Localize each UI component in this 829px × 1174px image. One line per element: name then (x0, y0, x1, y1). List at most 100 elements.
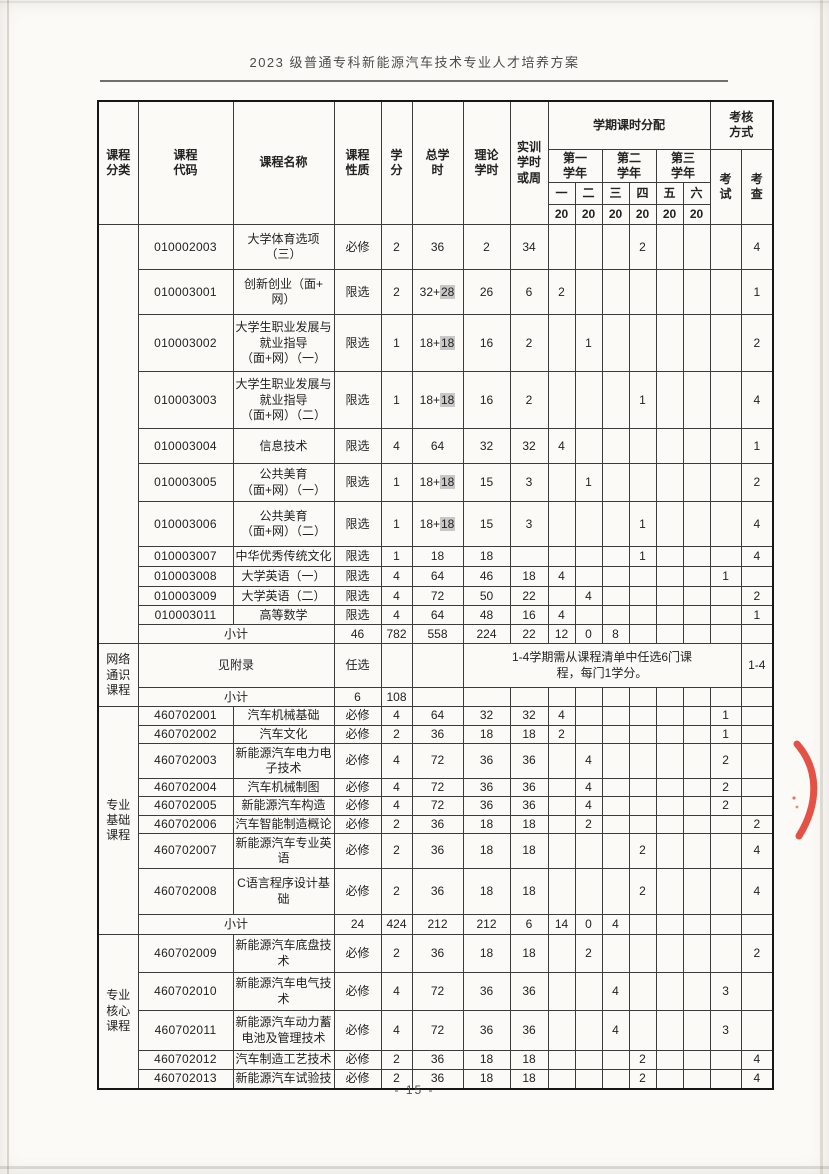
cell-semester-1: 4 (547, 428, 576, 465)
cell-course-nature: 限选 (333, 546, 382, 568)
cell-semester-3 (601, 546, 630, 568)
cell-semester-1 (547, 972, 576, 1012)
cell-semester-6 (682, 706, 711, 726)
cell-course-nature: 限选 (333, 371, 382, 430)
subtotal-semester-1: 6 (509, 914, 549, 936)
scan-edge-right (820, 0, 823, 1174)
header-year1: 第一 学年 (547, 148, 603, 184)
cell-check: 4 (740, 546, 774, 568)
note-check: 1-4 (740, 643, 774, 689)
cell-course-name: 高等数学 (232, 605, 335, 626)
cell-semester-2: 4 (574, 586, 603, 607)
cell-course-code: 010003001 (137, 269, 234, 316)
cell-total-hours: 72 (411, 796, 464, 816)
cell-semester-5 (655, 868, 684, 916)
cell-course-nature: 限选 (333, 314, 382, 373)
cell-semester-3 (601, 428, 630, 465)
subtotal-check (709, 624, 742, 645)
cell-exam: 2 (709, 742, 742, 779)
cell-check: 4 (740, 371, 774, 430)
table-row: 460702012 汽车制造工艺技术 必修 2 36 18 18 2 4 (98, 1050, 774, 1071)
header-total-hours: 总学 时 (411, 100, 464, 226)
cell-semester-2 (574, 605, 603, 626)
cell-check: 4 (740, 868, 774, 916)
cell-check (740, 566, 774, 588)
cell-semester-1: 2 (547, 269, 576, 316)
category-cell: 网络 通识 课程 (97, 643, 139, 708)
cell-practice-hours: 36 (509, 777, 549, 798)
cell-semester-2 (574, 428, 603, 465)
subtotal-semester-1 (509, 687, 549, 708)
cell-semester-4: 1 (628, 501, 657, 548)
cell-course-code: 460702012 (137, 1050, 234, 1071)
cell-semester-6 (682, 972, 711, 1012)
table-body: 010002003 大学体育选项 （三） 必修 2 36 2 34 2 4 010003001 创新… (97, 224, 774, 1090)
cell-check (740, 724, 774, 744)
note-row: 网络 通识 课程 见附录 任选 1-4学期需从课程清单中任选6门课 程，每门1学分。 1… (97, 643, 774, 708)
subtotal-theory-hours: 558 (411, 624, 464, 645)
cell-practice-hours: 18 (509, 814, 549, 835)
cell-total-hours: 64 (411, 706, 464, 726)
cell-semester-3 (601, 934, 630, 974)
cell-semester-6 (682, 833, 711, 870)
cell-practice-hours (509, 546, 549, 568)
cell-semester-3 (601, 724, 630, 744)
cell-semester-4: 1 (628, 371, 657, 430)
cell-course-nature: 必修 (333, 934, 382, 974)
table-header: 课程 分类 课程 代码 课程名称 课程 性质 学 分 总学 时 理论 学时 实训… (97, 100, 774, 226)
cell-course-name: 大学生职业发展与 就业指导 （面+网）（二） (232, 371, 335, 430)
subtotal-check (709, 914, 742, 936)
subtotal-label: 小计 (137, 914, 335, 936)
cell-semester-4 (628, 428, 657, 465)
cell-check: 2 (740, 314, 774, 373)
cell-theory-hours: 15 (462, 463, 511, 503)
cell-semester-1: 2 (547, 724, 576, 744)
cell-course-nature: 必修 (333, 1069, 382, 1090)
cell-total-hours: 36 (411, 224, 464, 271)
table-row: 460702008 C语言程序设计基 础必修 2 36 18 18 2 4 (98, 868, 774, 916)
cell-semester-6 (682, 814, 711, 835)
cell-semester-6 (682, 371, 711, 430)
cell-practice-hours: 34 (509, 224, 549, 271)
table-row: 460702007 新能源汽车专业英 语必修 2 36 18 18 2 4 (98, 833, 774, 870)
subtotal-practice-hours: 212 (462, 914, 511, 936)
cell-credits: 4 (380, 605, 413, 626)
cell-course-nature: 必修 (333, 868, 382, 916)
cell-theory-hours: 36 (462, 972, 511, 1012)
subtotal-semester-3: 0 (574, 624, 603, 645)
cell-semester-3 (601, 777, 630, 798)
cell-exam (709, 934, 742, 974)
cell-semester-6 (682, 501, 711, 548)
header-semester-1: 一 (547, 182, 576, 206)
cell-semester-1: 4 (547, 566, 576, 588)
subtotal-semester-2: 14 (547, 914, 576, 936)
cell-course-name: 新能源汽车动力蓄 电池及管理技术 (232, 1010, 335, 1052)
cell-semester-1 (547, 463, 576, 503)
header-credits: 学 分 (380, 100, 413, 226)
cell-semester-5 (655, 777, 684, 798)
cell-credits: 2 (380, 833, 413, 870)
cell-course-nature: 必修 (333, 1010, 382, 1052)
table-row: 010003007 中华优秀传统文化 限选 1 18 18 1 4 (98, 546, 774, 568)
cell-semester-1 (547, 934, 576, 974)
subtotal-semester-6 (655, 624, 684, 645)
cell-course-name: 汽车智能制造概论 (232, 814, 335, 835)
cell-semester-1 (547, 814, 576, 835)
cell-semester-6 (682, 1050, 711, 1071)
cell-semester-5 (655, 314, 684, 373)
cell-semester-4 (628, 814, 657, 835)
scan-edge-top (0, 1, 829, 3)
cell-exam (709, 428, 742, 465)
table-row: 010003003 大学生职业发展与 就业指导 （面+网）（二） 限选 1 18+18 1… (98, 371, 774, 430)
subtotal-semester-1: 22 (509, 624, 549, 645)
cell-semester-6 (682, 796, 711, 816)
cell-practice-hours: 18 (509, 934, 549, 974)
cell-practice-hours: 32 (509, 428, 549, 465)
cell-course-nature: 限选 (333, 463, 382, 503)
cell-semester-3 (601, 796, 630, 816)
cell-semester-6 (682, 428, 711, 465)
cell-semester-6 (682, 777, 711, 798)
cell-semester-2: 4 (574, 796, 603, 816)
cell-semester-1 (547, 314, 576, 373)
